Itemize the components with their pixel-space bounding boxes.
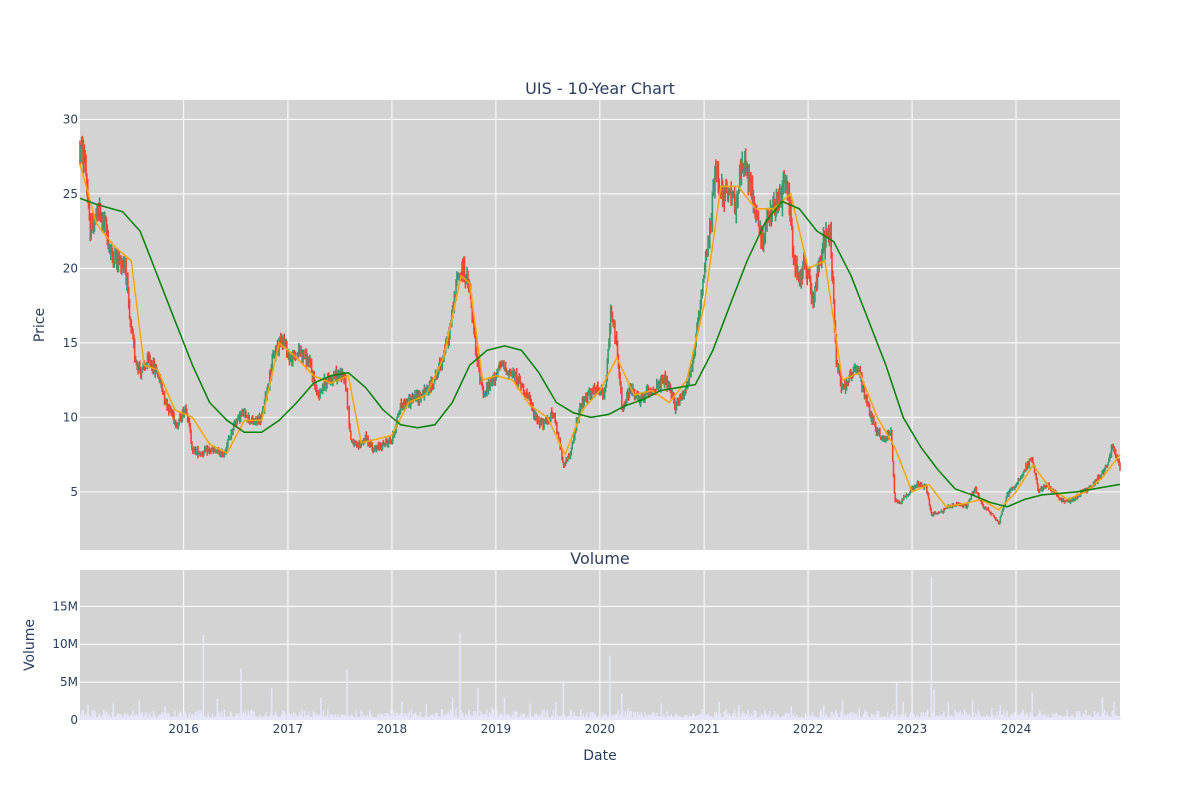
price-y-axis-title: Price	[32, 308, 48, 342]
price-chart-title: UIS - 10-Year Chart	[525, 79, 675, 98]
volume-y-ticks: 0 5M 10M 15M	[52, 599, 78, 727]
price-y-tick-label: 15	[63, 336, 78, 350]
volume-y-tick-label: 15M	[52, 599, 78, 613]
volume-bars	[79, 576, 1121, 720]
price-y-tick-label: 30	[63, 112, 78, 126]
x-tick-label: 2017	[273, 722, 304, 736]
x-tick-label: 2023	[897, 722, 928, 736]
x-tick-label: 2020	[585, 722, 616, 736]
price-y-tick-label: 10	[63, 410, 78, 424]
x-tick-label: 2018	[377, 722, 408, 736]
price-panel: 5 10 15 20 25 30 UIS - 10-Year Chart Price	[32, 79, 1121, 550]
price-y-tick-label: 5	[70, 485, 78, 499]
short-moving-average-line	[79, 163, 1121, 511]
volume-y-tick-label: 5M	[60, 675, 78, 689]
x-tick-label: 2024	[1001, 722, 1032, 736]
price-gridlines	[80, 100, 1120, 550]
volume-y-tick-label: 0	[70, 713, 78, 727]
volume-y-tick-label: 10M	[52, 637, 78, 651]
price-y-ticks: 5 10 15 20 25 30	[63, 112, 78, 499]
long-moving-average-line	[79, 197, 1121, 508]
volume-x-ticks: 2016 2017 2018 2019 2020 2021 2022 2023 2024	[168, 722, 1031, 736]
x-tick-label: 2016	[168, 722, 199, 736]
volume-y-axis-title: Volume	[22, 619, 38, 671]
moving-average-lines	[79, 163, 1121, 511]
price-candles	[79, 135, 1121, 525]
x-tick-label: 2021	[689, 722, 720, 736]
x-tick-label: 2022	[793, 722, 824, 736]
x-axis-title: Date	[583, 748, 616, 764]
volume-chart-title: Volume	[570, 549, 630, 568]
x-tick-label: 2019	[481, 722, 512, 736]
price-y-tick-label: 20	[63, 261, 78, 275]
price-y-tick-label: 25	[63, 187, 78, 201]
